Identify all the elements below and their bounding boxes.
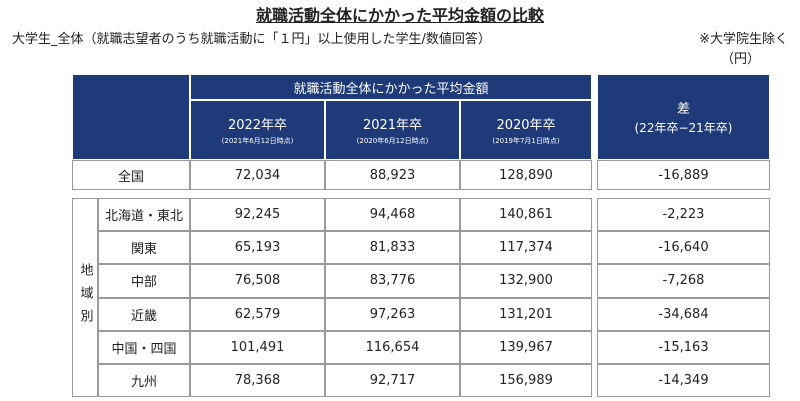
title: 就職活動全体にかかった平均金額の比較 — [255, 6, 544, 25]
cell: 97,263 — [325, 297, 460, 331]
subtitle: 大学生_全体（就職志望者のうち就職活動に「１円」以上使用した学生/数値回答） — [12, 32, 491, 47]
cell: 81,833 — [325, 231, 460, 265]
cell: 132,900 — [460, 264, 592, 298]
row-label: 関東 — [98, 231, 190, 265]
header-corner — [72, 74, 190, 160]
cell: 94,468 — [325, 198, 460, 232]
region-label-text: 地域別 — [77, 263, 93, 333]
cell: 92,717 — [325, 364, 460, 398]
cell: 65,193 — [190, 231, 325, 265]
cell: 139,967 — [460, 330, 592, 364]
header-group: 就職活動全体にかかった平均金額 — [190, 74, 592, 100]
cell: -7,268 — [597, 264, 770, 298]
year-header: 2021年卒 (2020年6月12日時点) — [325, 100, 460, 160]
row-label: 中国・四国 — [98, 330, 190, 364]
cell: 140,861 — [460, 198, 592, 232]
cell: 156,989 — [460, 364, 592, 398]
cell: -14,349 — [597, 364, 770, 398]
unit: （円） — [720, 52, 760, 67]
cell: 101,491 — [190, 330, 325, 364]
note: ※大学院生除く — [699, 32, 788, 47]
cell: -16,889 — [597, 160, 770, 190]
year-date: (2020年6月12日時点) — [356, 137, 429, 145]
row-label: 近畿 — [98, 297, 190, 331]
diff-sub: (22年卒−21年卒) — [634, 121, 733, 135]
row-label: 北海道・東北 — [98, 198, 190, 232]
year-date: (2021年6月12日時点) — [221, 137, 294, 145]
year-date: (2019年7月1日時点) — [492, 137, 560, 145]
cell: 128,890 — [460, 160, 592, 190]
year-header: 2020年卒 (2019年7月1日時点) — [460, 100, 592, 160]
cell: 62,579 — [190, 297, 325, 331]
cell: -15,163 — [597, 330, 770, 364]
cell: -34,684 — [597, 297, 770, 331]
cell: -16,640 — [597, 231, 770, 265]
cell: -2,223 — [597, 198, 770, 232]
cell: 72,034 — [190, 160, 325, 190]
row-label: 中部 — [98, 264, 190, 298]
year-header: 2022年卒 (2021年6月12日時点) — [190, 100, 325, 160]
cell: 131,201 — [460, 297, 592, 331]
cell: 83,776 — [325, 264, 460, 298]
row-label: 全国 — [72, 160, 190, 190]
diff-label: 差 — [676, 102, 690, 117]
region-label: 地域別 — [72, 198, 98, 398]
year-label: 2020年卒 — [496, 118, 556, 133]
cell: 88,923 — [325, 160, 460, 190]
cell: 117,374 — [460, 231, 592, 265]
diff-header: 差 (22年卒−21年卒) — [597, 74, 770, 160]
cell: 92,245 — [190, 198, 325, 232]
row-label: 九州 — [98, 364, 190, 398]
cell: 116,654 — [325, 330, 460, 364]
year-label: 2022年卒 — [227, 118, 288, 133]
cell: 78,368 — [190, 364, 325, 398]
year-label: 2021年卒 — [362, 118, 423, 133]
cell: 76,508 — [190, 264, 325, 298]
